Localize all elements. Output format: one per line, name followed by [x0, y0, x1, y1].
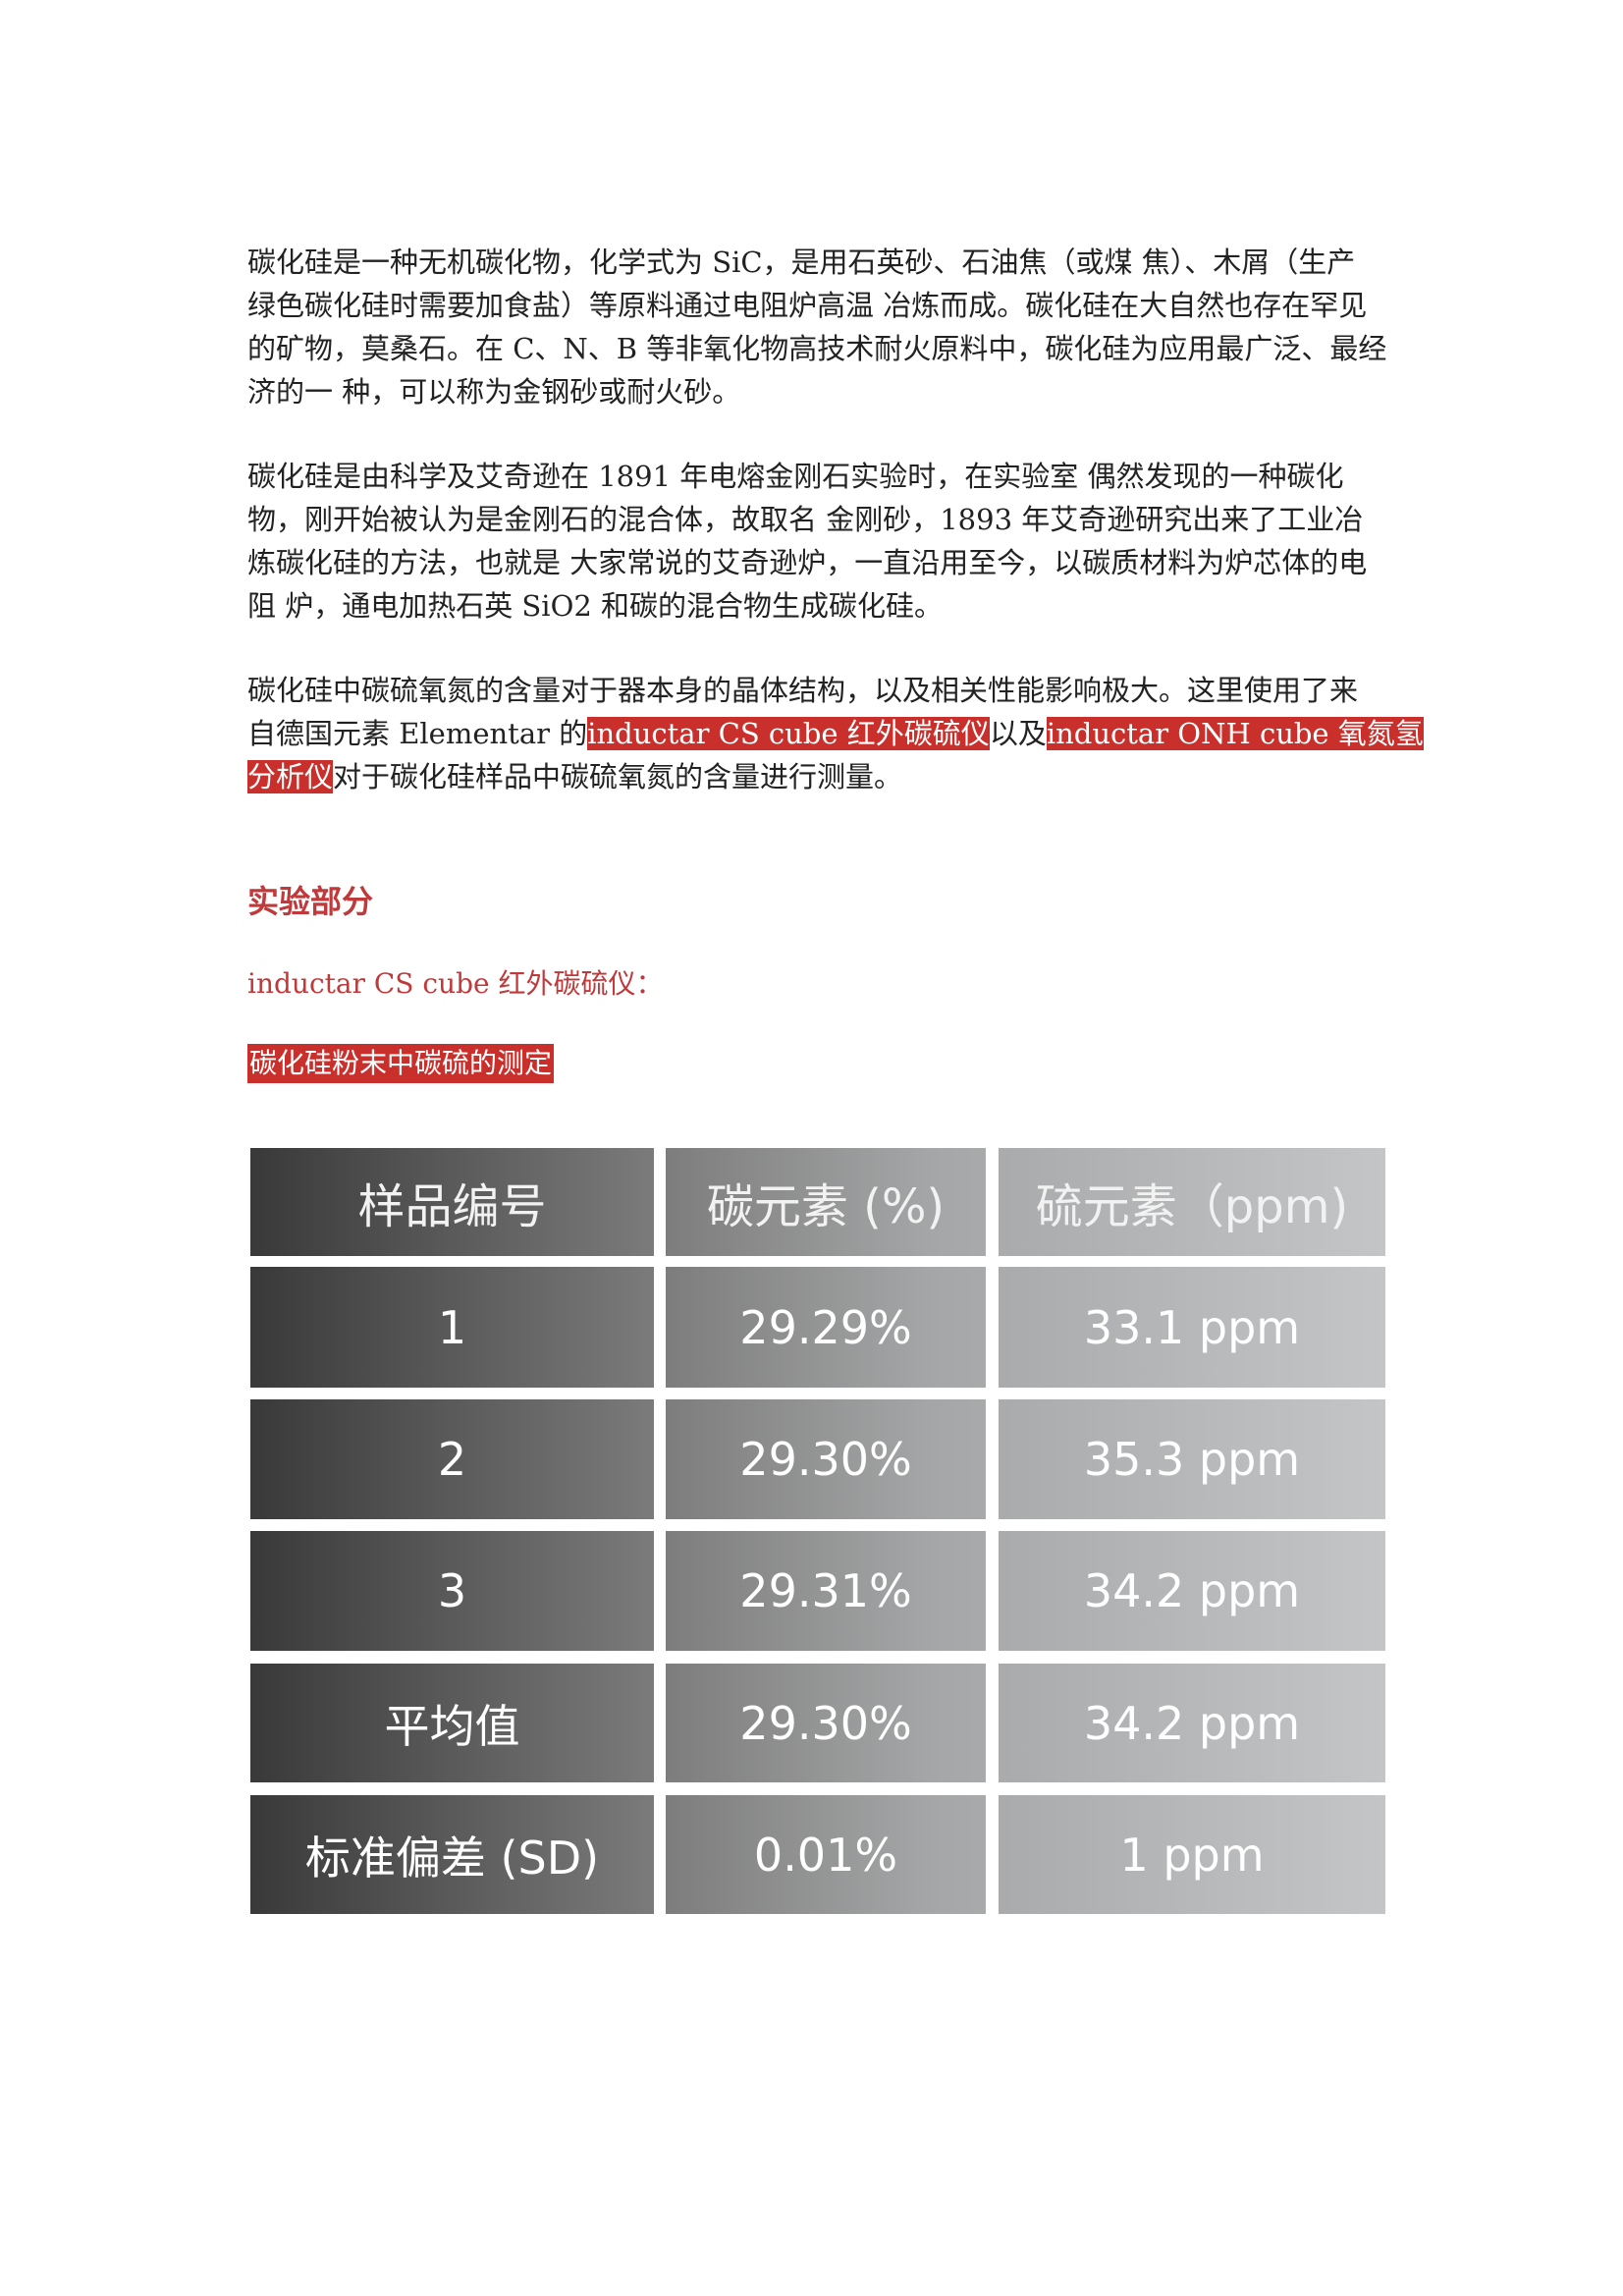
table-cell: 1 [250, 1267, 654, 1388]
text-segment: 以及 [989, 717, 1047, 750]
intro-paragraph-2: 碳化硅是由科学及艾奇逊在 1891 年电熔金刚石实验时，在实验室 偶然发现的一种… [247, 455, 1396, 628]
text-segment: 自德国元素 Elementar 的 [247, 717, 588, 750]
table-cell: 34.2 ppm [999, 1531, 1385, 1651]
table-cell: 34.2 ppm [999, 1664, 1385, 1782]
header-cell: 样品编号 [250, 1148, 654, 1256]
table-cell: 2 [250, 1399, 654, 1519]
table-cell: 35.3 ppm [999, 1399, 1385, 1519]
text-line: 的矿物，莫桑石。在 C、N、B 等非氧化物高技术耐火原料中，碳化硅为应用最广泛、… [247, 332, 1387, 365]
table-cell: 平均值 [250, 1664, 654, 1782]
header-cell: 硫元素（ppm) [999, 1148, 1385, 1256]
table-cell: 1 ppm [999, 1795, 1385, 1914]
table-cell: 3 [250, 1531, 654, 1651]
table-row: 标准偏差 (SD) 0.01% 1 ppm [250, 1795, 1385, 1914]
table-cell: 33.1 ppm [999, 1267, 1385, 1388]
table-row: 3 29.31% 34.2 ppm [250, 1531, 1385, 1651]
text-line: 分析仪对于碳化硅样品中碳硫氧氮的含量进行测量。 [247, 755, 1396, 798]
table-cell: 29.30% [666, 1399, 986, 1519]
intro-paragraph-3: 碳化硅中碳硫氧氮的含量对于器本身的晶体结构，以及相关性能影响极大。这里使用了来 … [247, 669, 1424, 798]
table-cell: 0.01% [666, 1795, 986, 1914]
header-cell: 碳元素 (%) [666, 1148, 986, 1256]
text-line: 碳化硅中碳硫氧氮的含量对于器本身的晶体结构，以及相关性能影响极大。这里使用了来 [247, 674, 1359, 707]
text-line: 阻 炉，通电加热石英 SiO2 和碳的混合物生成碳化硅。 [247, 589, 944, 623]
text-line: 济的一 种，可以称为金钢砂或耐火砂。 [247, 375, 741, 409]
text-line: 物，刚开始被认为是金刚石的混合体，故取名 金刚砂，1893 年艾奇逊研究出来了工… [247, 503, 1364, 536]
table-cell: 标准偏差 (SD) [250, 1795, 654, 1914]
section-heading: 实验部分 [247, 883, 374, 920]
table-header-row: 样品编号 碳元素 (%) 硫元素（ppm) [250, 1148, 1385, 1256]
intro-paragraph-1: 碳化硅是一种无机碳化物，化学式为 SiC，是用石英砂、石油焦（或煤 焦）、木屑（… [247, 241, 1396, 413]
text-line: 碳化硅是由科学及艾奇逊在 1891 年电熔金刚石实验时，在实验室 偶然发现的一种… [247, 460, 1344, 493]
test-label: 碳化硅粉末中碳硫的测定 [247, 1044, 555, 1083]
highlight-cs-cube: inductar CS cube 红外碳硫仪 [587, 717, 990, 750]
table-cell: 29.29% [666, 1267, 986, 1388]
text-line: 自德国元素 Elementar 的inductar CS cube 红外碳硫仪以… [247, 712, 1424, 755]
highlight-onh-cube: inductar ONH cube 氧氮氢 [1046, 717, 1424, 750]
text-segment: 对于碳化硅样品中碳硫氧氮的含量进行测量。 [333, 760, 903, 793]
highlight-onh-cube-cont: 分析仪 [247, 760, 334, 793]
text-line: 绿色碳化硅时需要加食盐）等原料通过电阻炉高温 冶炼而成。碳化硅在大自然也存在罕见 [247, 289, 1368, 322]
table-cell: 29.31% [666, 1531, 986, 1651]
table-row: 平均值 29.30% 34.2 ppm [250, 1664, 1385, 1782]
text-line: 炼碳化硅的方法，也就是 大家常说的艾奇逊炉，一直沿用至今，以碳质材料为炉芯体的电 [247, 546, 1368, 579]
text-line: 碳化硅是一种无机碳化物，化学式为 SiC，是用石英砂、石油焦（或煤 焦）、木屑（… [247, 246, 1356, 279]
table-row: 1 29.29% 33.1 ppm [250, 1267, 1385, 1388]
instrument-title: inductar CS cube 红外碳硫仪： [247, 967, 664, 1000]
table-cell: 29.30% [666, 1664, 986, 1782]
table-row: 2 29.30% 35.3 ppm [250, 1399, 1385, 1519]
